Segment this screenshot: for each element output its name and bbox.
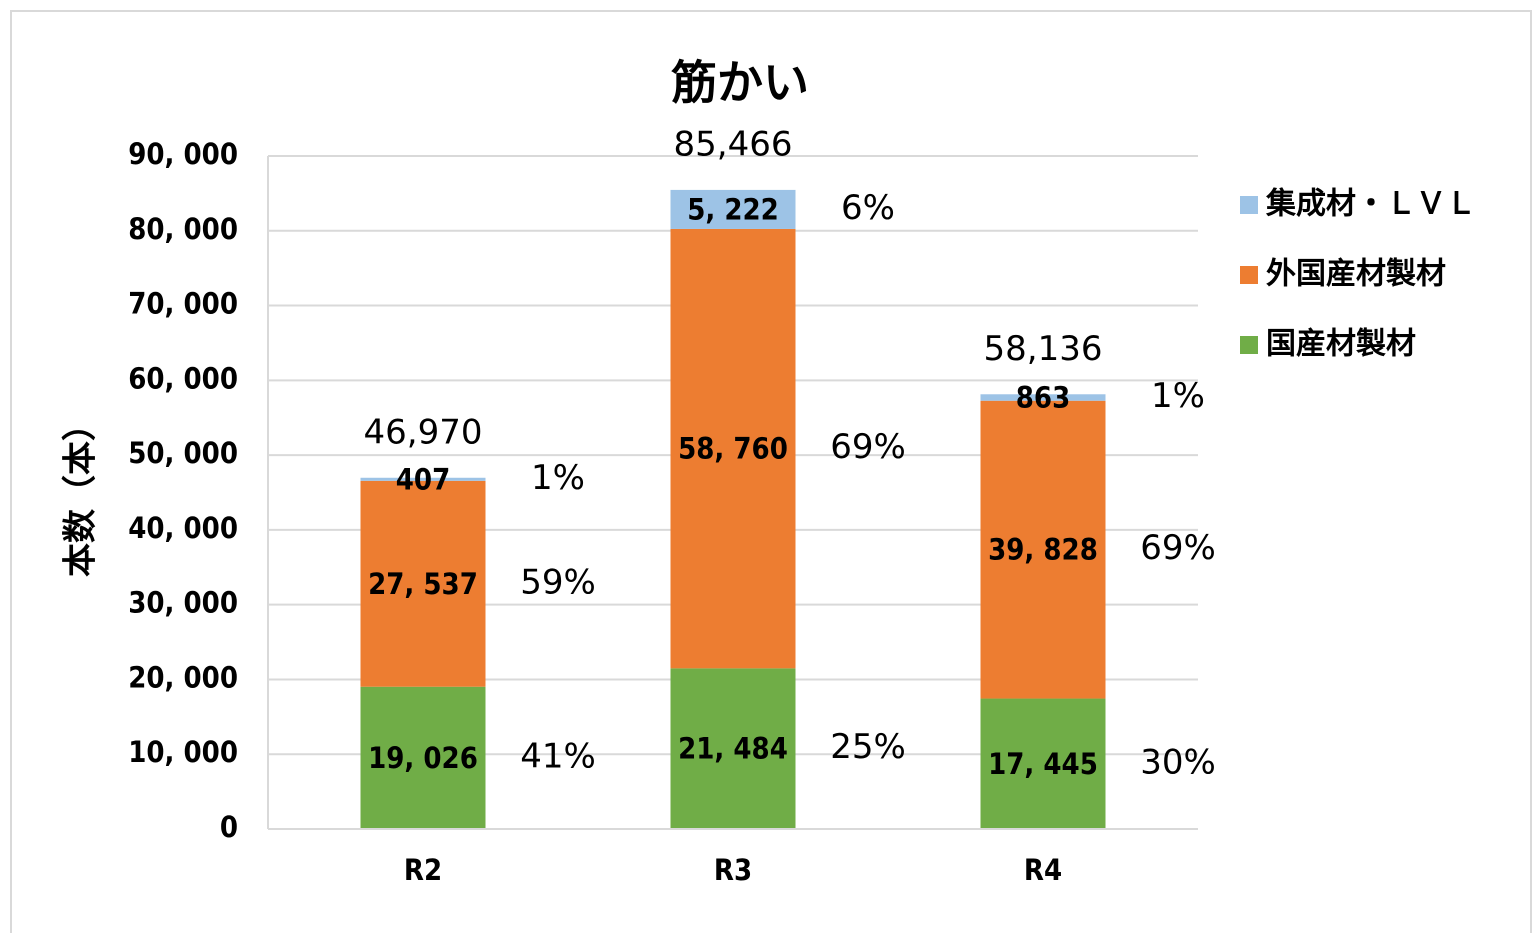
value-label: 19, 026 [368,741,478,775]
share-label: 41% [520,736,596,776]
value-label: 27, 537 [368,567,478,601]
share-label: 30% [1140,742,1216,782]
value-label: 863 [1016,380,1070,414]
y-tick-label: 30, 000 [128,586,238,620]
y-tick-label: 0 [220,810,238,844]
y-tick-label: 40, 000 [128,511,238,545]
total-label: 58,136 [984,329,1103,369]
legend-label: 国産材製材 [1266,327,1416,362]
share-label: 25% [830,727,906,767]
chart-title: 筋かい [671,56,809,110]
total-label: 46,970 [364,412,483,452]
value-label: 39, 828 [988,533,1098,567]
total-label: 85,466 [674,124,793,164]
share-label: 69% [830,427,906,467]
bar-segment [980,394,1106,401]
value-label: 407 [396,462,450,496]
bar-segment [980,400,1106,699]
y-tick-label: 70, 000 [128,287,238,321]
value-label: 58, 760 [678,432,788,466]
y-tick-label: 90, 000 [128,137,238,171]
value-label: 5, 222 [687,192,779,226]
legend-label: 集成材・ＬＶＬ [1265,187,1476,222]
share-label: 1% [1151,376,1205,416]
y-axis-label: 本数（本） [61,407,101,577]
bar-segment [360,480,486,687]
legend-label: 外国産材製材 [1266,257,1446,292]
y-tick-label: 80, 000 [128,212,238,246]
bar-segment [360,477,486,481]
bar-segment [980,698,1106,829]
legend-swatch [1240,196,1258,214]
share-label: 1% [531,458,585,498]
y-tick-label: 50, 000 [128,436,238,470]
y-tick-label: 10, 000 [128,735,238,769]
share-label: 69% [1140,528,1216,568]
legend-swatch [1240,266,1258,284]
y-tick-label: 60, 000 [128,361,238,395]
value-label: 17, 445 [988,747,1098,781]
bar-segment [670,189,796,229]
legend-swatch [1240,336,1258,354]
x-tick-label: R2 [404,853,442,887]
x-tick-label: R3 [714,853,752,887]
y-tick-label: 20, 000 [128,660,238,694]
share-label: 59% [520,562,596,602]
bar-segment [670,668,796,829]
bar-segment [670,228,796,669]
value-label: 21, 484 [678,732,788,766]
x-tick-label: R4 [1024,853,1062,887]
share-label: 6% [841,188,895,228]
bar-segment [360,686,486,829]
